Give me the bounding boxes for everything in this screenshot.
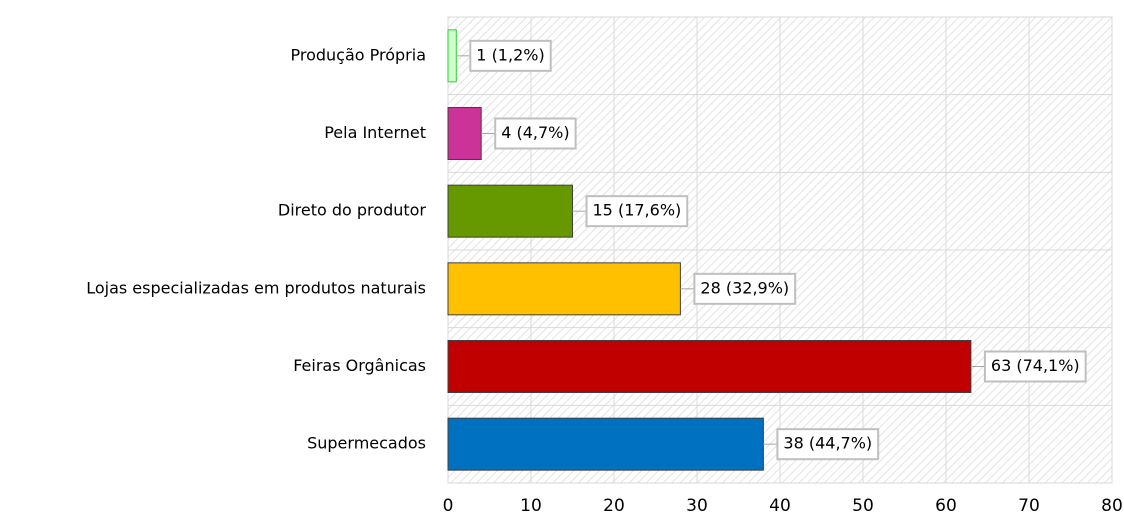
y-tick-label: Pela Internet [324, 123, 426, 142]
x-tick-label: 10 [520, 496, 542, 516]
data-label-box [494, 117, 577, 150]
y-tick-label: Produção Própria [290, 45, 426, 64]
y-tick-label: Feiras Orgânicas [293, 356, 426, 375]
data-label: 28 (32,9%) [700, 278, 789, 297]
y-tick-label: Supermecados [307, 434, 426, 453]
data-label-box [776, 428, 880, 461]
x-tick-label: 30 [686, 496, 708, 516]
data-label: 15 (17,6%) [593, 201, 682, 220]
bar [447, 107, 482, 160]
x-tick-label: 40 [769, 496, 791, 516]
data-label: 63 (74,1%) [991, 356, 1080, 375]
plot-border [447, 16, 1113, 484]
x-tick-label: 70 [1018, 496, 1040, 516]
x-tick-label: 20 [603, 496, 625, 516]
bar [447, 262, 681, 316]
data-label-box [983, 350, 1087, 383]
y-tick-label: Direto do produtor [278, 201, 427, 220]
y-tick-label: Lojas especializadas em produtos naturai… [86, 278, 426, 297]
data-label: 1 (1,2%) [476, 45, 544, 64]
data-label: 38 (44,7%) [783, 434, 872, 453]
x-tick-label: 50 [852, 496, 874, 516]
bar [447, 29, 457, 83]
data-label-box [469, 39, 552, 72]
bar [447, 417, 764, 471]
data-label-box [693, 272, 797, 305]
data-label-box [585, 195, 689, 228]
bar [447, 184, 573, 238]
data-label: 4 (4,7%) [501, 123, 569, 142]
x-tick-label: 60 [935, 496, 957, 516]
bar [447, 340, 972, 393]
x-tick-label: 0 [443, 496, 454, 516]
x-tick-label: 80 [1101, 496, 1123, 516]
